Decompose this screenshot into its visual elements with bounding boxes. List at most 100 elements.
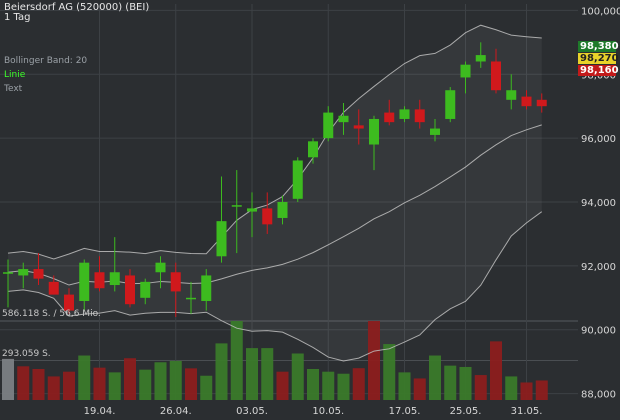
candles [3, 42, 547, 317]
volume-bar [93, 367, 106, 400]
candle-body [3, 272, 13, 274]
date-tick-label: 31.05. [511, 406, 543, 417]
candle-body [155, 262, 166, 273]
legend-bollinger[interactable]: Bollinger Band: 20 [4, 56, 88, 66]
candle-body [216, 221, 227, 257]
candle-body [430, 128, 440, 135]
volume-bar [17, 366, 30, 400]
candle-body [536, 99, 547, 107]
candle-body [414, 109, 425, 123]
candle-body [308, 141, 318, 158]
candle-body [475, 55, 486, 62]
volume-bar [47, 376, 60, 400]
candle-body [33, 269, 44, 279]
volume-bar [124, 358, 136, 400]
chart-period: 1 Tag [4, 12, 31, 23]
bollinger-band-fill [8, 25, 542, 361]
price-tick-label: 94,000 [581, 198, 616, 209]
candle-body [353, 125, 364, 129]
volume-bar [185, 368, 197, 400]
candle-body [18, 269, 29, 276]
candle-body [369, 118, 379, 145]
candle-body [460, 64, 471, 78]
date-tick-label: 26.04. [160, 406, 192, 417]
volume-bars [2, 321, 548, 400]
legend-line[interactable]: Linie [4, 70, 26, 80]
candle-body [247, 208, 257, 212]
volume-bar [2, 358, 14, 400]
volume-bar [169, 360, 182, 400]
price-tick-label: 92,000 [581, 262, 616, 273]
candle-body [277, 202, 288, 218]
candle-body [323, 112, 334, 139]
volume-bar [32, 368, 45, 400]
candle-body [399, 109, 410, 119]
chart-title: Beiersdorf AG (520000) (BEI) [4, 2, 150, 13]
volume-bar [307, 368, 319, 400]
candle-body [109, 272, 120, 286]
candle-body [445, 90, 456, 119]
candle-body [125, 275, 135, 305]
volume-bar [276, 371, 289, 400]
price-tick-label: 90,000 [581, 326, 616, 337]
volume-bar [535, 380, 548, 400]
candle-body [506, 90, 517, 100]
volume-bar [490, 341, 502, 400]
bollinger-upper [7, 24, 542, 260]
volume-bar [398, 372, 411, 400]
candle-body [292, 160, 303, 199]
date-axis: 19.04. 26.04. 03.05. 10.05. 17.05. 25.05. 31.0… [84, 406, 543, 417]
last-price-badge: 98,380 [578, 41, 619, 52]
candle-body [94, 272, 105, 289]
volume-bar [444, 365, 457, 400]
bid-price-badge: 98,270 [578, 53, 619, 64]
candle-body [186, 297, 196, 300]
volume-mid-label: 293.059 S. [2, 349, 51, 359]
ask-price-badge: 98,160 [578, 65, 619, 76]
date-tick-label: 19.04. [84, 406, 116, 417]
volume-bar [108, 372, 121, 400]
volume-bar [505, 376, 518, 400]
bollinger-lower [7, 211, 543, 362]
volume-bar [200, 375, 213, 400]
volume-bar [154, 362, 167, 400]
volume-bar [322, 371, 335, 400]
volume-bar [246, 348, 258, 400]
price-tick-label: 88,000 [581, 390, 616, 401]
volume-bar [368, 321, 380, 400]
candle-body [170, 272, 181, 292]
volume-bar [352, 368, 365, 400]
date-tick-label: 10.05. [312, 406, 344, 417]
candle-body [521, 96, 532, 107]
candle-body [48, 281, 59, 295]
bollinger-area [8, 25, 542, 361]
candle-body [384, 112, 395, 123]
grid [0, 4, 578, 400]
volume-bar [63, 371, 75, 400]
volume-bar [520, 382, 533, 400]
volume-bar [215, 343, 228, 400]
date-tick-label: 03.05. [236, 406, 268, 417]
volume-bar [383, 344, 396, 400]
price-tick-label: 96,000 [581, 134, 616, 145]
volume-bar [78, 355, 91, 400]
volume-bar [291, 353, 304, 400]
candle-body [338, 115, 349, 123]
volume-bar [261, 348, 274, 400]
date-tick-label: 25.05. [450, 406, 482, 417]
candle-body [262, 208, 273, 225]
volume-bar [337, 373, 350, 400]
candle-body [64, 294, 74, 311]
candle-body [491, 61, 501, 91]
volume-bar [474, 375, 487, 400]
date-tick-label: 17.05. [389, 406, 421, 417]
legend-text[interactable]: Text [4, 84, 23, 94]
candle-body [201, 275, 212, 301]
volume-bar [429, 355, 441, 400]
volume-bar [230, 321, 243, 400]
candle-body [231, 205, 242, 207]
volume-bar [459, 366, 472, 400]
price-tick-label: 100,000 [581, 6, 620, 17]
